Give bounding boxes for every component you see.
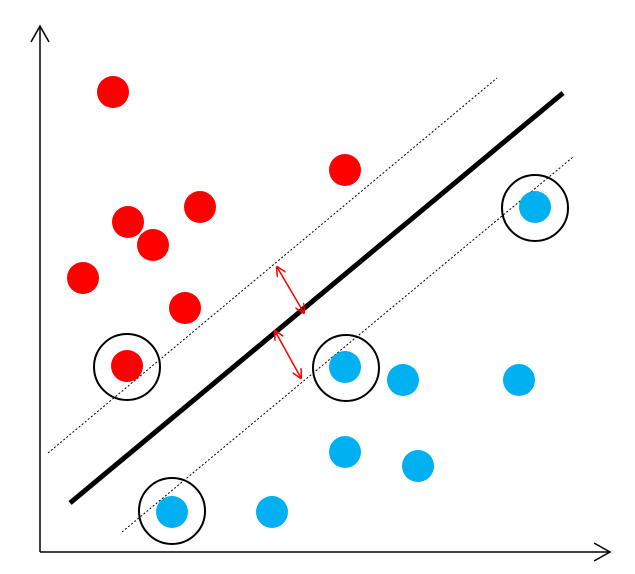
decision-boundary — [68, 91, 565, 505]
support-vector-ring — [501, 174, 569, 242]
point — [329, 154, 361, 186]
margin-arrow — [277, 267, 304, 313]
point — [519, 191, 551, 223]
point — [387, 364, 419, 396]
upper-margin — [47, 77, 498, 454]
support-vectors — [93, 174, 569, 545]
point — [156, 496, 188, 528]
points — [67, 76, 551, 528]
point — [503, 364, 535, 396]
point — [97, 76, 129, 108]
point — [112, 206, 144, 238]
x-axis-arrow — [593, 542, 612, 562]
point — [111, 350, 143, 382]
point — [67, 262, 99, 294]
point — [137, 229, 169, 261]
point — [329, 351, 361, 383]
point — [329, 436, 361, 468]
axes — [30, 24, 612, 562]
point — [402, 450, 434, 482]
support-vector-ring — [312, 334, 380, 402]
y-axis-arrow — [30, 24, 50, 43]
point — [169, 292, 201, 324]
point — [256, 496, 288, 528]
lower-margin — [121, 156, 574, 533]
support-vector-ring — [93, 333, 161, 401]
margin-arrow — [275, 331, 301, 378]
support-vector-ring — [138, 477, 206, 545]
point — [184, 191, 216, 223]
